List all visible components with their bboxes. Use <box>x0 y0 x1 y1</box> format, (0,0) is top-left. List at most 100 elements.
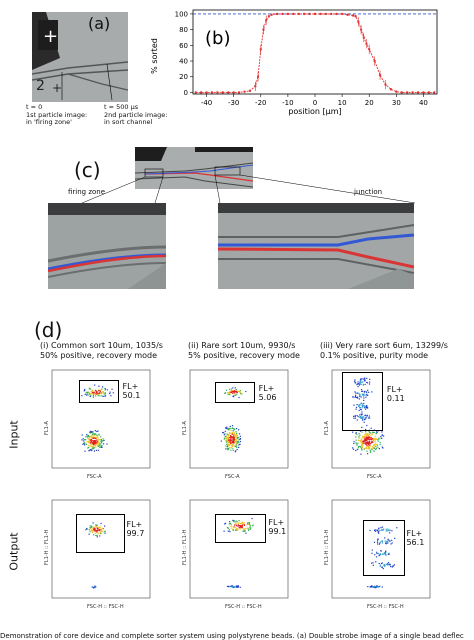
event-dot <box>224 392 226 394</box>
panel-a-micrograph: + 2 + (a) <box>32 12 128 102</box>
event-dot <box>226 426 228 428</box>
event-dot <box>95 437 97 439</box>
event-dot <box>102 392 104 394</box>
event-dot <box>89 442 91 444</box>
event-dot <box>381 566 383 568</box>
event-dot <box>109 391 111 393</box>
event-dot <box>362 436 364 438</box>
event-dot <box>361 417 363 419</box>
data-point <box>292 12 295 15</box>
data-point <box>330 12 333 15</box>
chart-xlabel: position [µm] <box>288 107 341 116</box>
event-dot <box>103 531 105 533</box>
y-tick-label: 40 <box>179 58 188 66</box>
column-title-rare-line-1: (ii) Rare sort 10um, 9930/s <box>188 341 296 350</box>
event-dot <box>99 443 101 445</box>
event-dot <box>91 449 93 452</box>
event-dot <box>238 437 240 439</box>
event-dot <box>225 448 227 450</box>
event-dot <box>92 391 94 393</box>
gate-percentage: 5.06 <box>258 392 277 402</box>
event-dot <box>232 440 234 442</box>
event-dot <box>238 433 241 435</box>
event-dot <box>239 526 242 528</box>
data-point <box>319 12 322 15</box>
event-dot <box>378 552 380 555</box>
flow-plot-x-axis-label: FSC-H :: FSC-H <box>87 604 124 610</box>
event-dot <box>354 382 356 384</box>
event-dot <box>370 586 372 588</box>
event-dot <box>356 404 358 406</box>
event-dot <box>229 585 231 587</box>
event-dot <box>85 443 88 445</box>
event-dot <box>85 439 87 441</box>
column-title-common-line-1: (i) Common sort 10um, 1035/s <box>40 341 163 350</box>
event-dot <box>371 442 373 444</box>
event-dot <box>232 437 234 439</box>
event-dot <box>96 530 98 532</box>
event-dot <box>233 520 235 522</box>
event-dot <box>370 437 372 439</box>
event-dot <box>378 532 380 534</box>
event-dot <box>385 554 387 556</box>
event-dot <box>102 438 104 440</box>
event-dot <box>388 563 390 565</box>
event-dot <box>232 438 234 440</box>
event-dot <box>376 541 379 543</box>
flow-plot: FL+ 99.7 FSC-H :: FSC-H FL1-H :: FL1-H <box>42 498 154 610</box>
data-point <box>427 91 430 94</box>
event-dot <box>376 530 378 532</box>
panel-b-chart: -40 -30 -20 -10 0 10 20 30 40 0 20 40 60 80 100 positi… <box>150 9 438 116</box>
event-dot <box>94 528 96 530</box>
event-dot <box>88 438 90 440</box>
event-dot <box>384 537 386 539</box>
event-dot <box>104 387 106 390</box>
event-dot <box>379 541 382 543</box>
event-dot <box>92 445 94 447</box>
data-point <box>262 28 265 31</box>
event-dot <box>367 438 369 440</box>
event-dot <box>368 391 370 393</box>
event-dot <box>366 433 368 435</box>
gate-percentage: 0.11 <box>386 393 405 403</box>
event-dot <box>231 425 234 427</box>
event-dot <box>92 389 94 391</box>
event-dot <box>228 388 231 390</box>
data-point <box>351 14 354 17</box>
event-dot <box>243 522 245 524</box>
event-dot <box>232 448 234 450</box>
event-dot <box>364 407 366 409</box>
event-dot <box>228 529 230 531</box>
event-dot <box>386 563 388 565</box>
event-dot <box>359 407 361 409</box>
event-dot <box>359 407 361 409</box>
event-dot <box>374 435 376 437</box>
event-dot <box>237 586 239 588</box>
event-dot <box>236 439 238 441</box>
event-dot <box>84 388 86 391</box>
event-dot <box>95 442 97 444</box>
event-dot <box>100 438 102 441</box>
event-dot <box>233 440 235 442</box>
event-dot <box>248 523 250 525</box>
data-point <box>267 15 270 18</box>
event-dot <box>99 390 101 392</box>
event-dot <box>361 443 364 445</box>
event-dot <box>373 431 375 434</box>
flow-plot-frame <box>189 369 289 469</box>
event-dot <box>95 434 97 436</box>
event-dot <box>377 440 379 442</box>
event-dot <box>234 391 236 393</box>
event-dot <box>232 449 234 452</box>
event-dot <box>227 433 229 435</box>
x-tick-label: -40 <box>201 99 212 107</box>
event-dot <box>94 430 96 432</box>
event-dot <box>358 435 360 437</box>
event-dot <box>356 396 359 398</box>
event-dot <box>377 540 379 542</box>
event-dot <box>387 562 390 564</box>
event-dot <box>235 439 237 441</box>
event-dot <box>236 525 238 527</box>
event-dot <box>241 393 243 395</box>
event-dot <box>358 404 360 406</box>
